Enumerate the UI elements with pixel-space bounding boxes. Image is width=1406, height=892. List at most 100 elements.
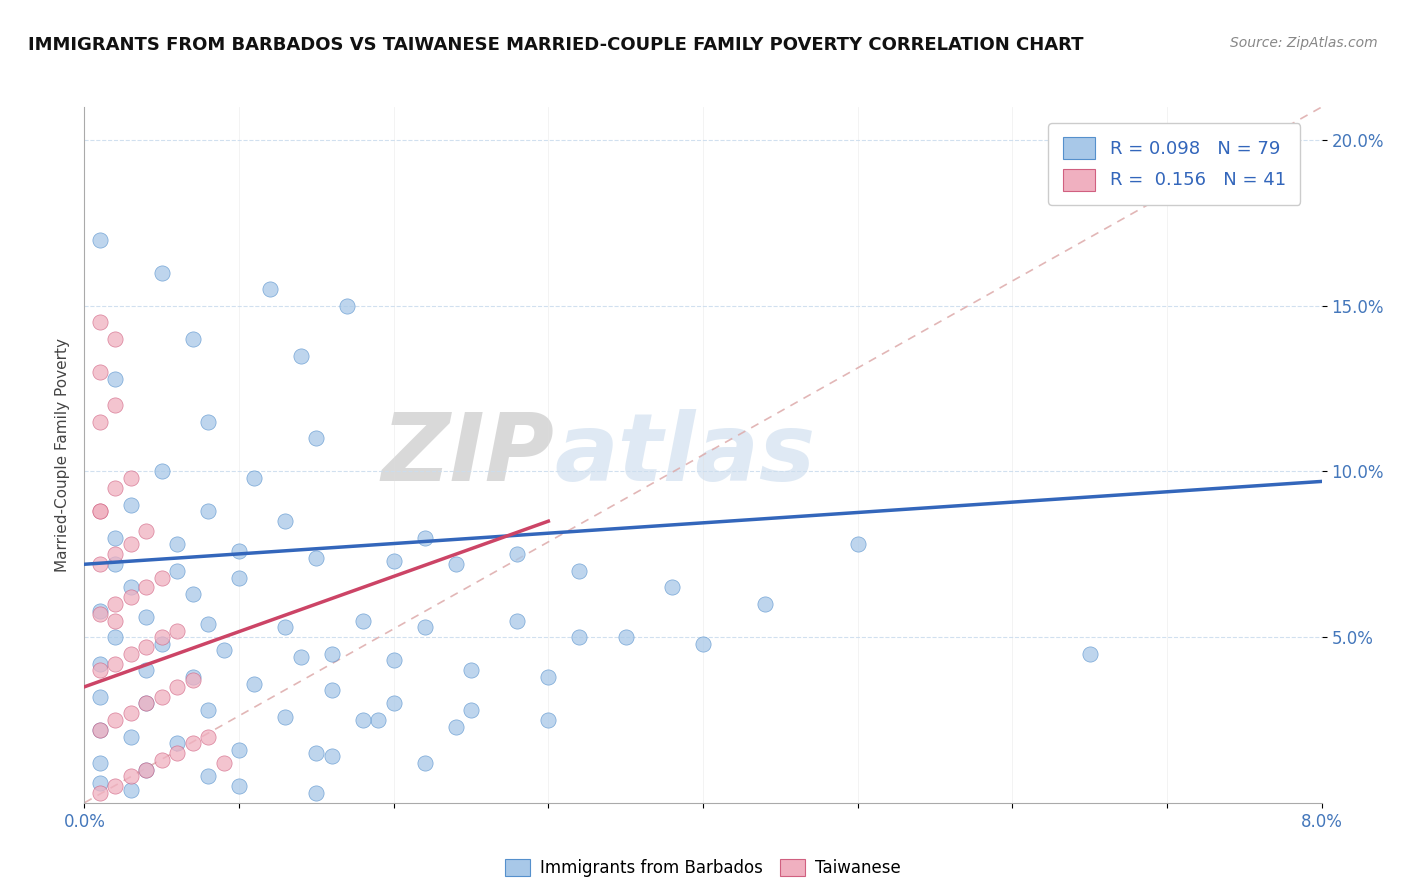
Point — [413, 756, 436, 770]
Point — [89, 365, 111, 379]
Point — [692, 637, 714, 651]
Point — [104, 614, 127, 628]
Point — [150, 570, 173, 584]
Point — [506, 614, 529, 628]
Point — [104, 713, 127, 727]
Point — [89, 558, 111, 572]
Point — [120, 647, 142, 661]
Point — [290, 650, 312, 665]
Point — [181, 670, 204, 684]
Point — [305, 550, 328, 565]
Point — [89, 607, 111, 621]
Point — [135, 763, 157, 777]
Point — [197, 730, 219, 744]
Text: Source: ZipAtlas.com: Source: ZipAtlas.com — [1230, 36, 1378, 50]
Point — [166, 680, 188, 694]
Point — [305, 786, 328, 800]
Point — [321, 749, 343, 764]
Point — [460, 703, 482, 717]
Point — [120, 581, 142, 595]
Point — [444, 720, 467, 734]
Point — [228, 570, 250, 584]
Point — [89, 504, 111, 518]
Point — [89, 604, 111, 618]
Point — [104, 398, 127, 412]
Point — [104, 332, 127, 346]
Point — [89, 786, 111, 800]
Point — [104, 558, 127, 572]
Point — [104, 372, 127, 386]
Point — [166, 746, 188, 760]
Point — [181, 332, 204, 346]
Point — [537, 713, 560, 727]
Point — [352, 713, 374, 727]
Point — [352, 614, 374, 628]
Point — [166, 624, 188, 638]
Point — [274, 514, 297, 528]
Point — [166, 564, 188, 578]
Point — [506, 547, 529, 561]
Point — [367, 713, 389, 727]
Point — [321, 683, 343, 698]
Point — [135, 663, 157, 677]
Point — [166, 736, 188, 750]
Point — [135, 697, 157, 711]
Point — [150, 630, 173, 644]
Y-axis label: Married-Couple Family Poverty: Married-Couple Family Poverty — [55, 338, 70, 572]
Point — [104, 531, 127, 545]
Point — [1078, 647, 1101, 661]
Point — [135, 524, 157, 538]
Point — [321, 647, 343, 661]
Point — [661, 581, 683, 595]
Point — [120, 471, 142, 485]
Point — [89, 690, 111, 704]
Point — [89, 723, 111, 737]
Point — [89, 776, 111, 790]
Point — [382, 554, 405, 568]
Point — [120, 537, 142, 551]
Point — [413, 531, 436, 545]
Point — [89, 233, 111, 247]
Point — [537, 670, 560, 684]
Point — [135, 610, 157, 624]
Text: ZIP: ZIP — [381, 409, 554, 501]
Point — [212, 643, 235, 657]
Point — [120, 769, 142, 783]
Point — [212, 756, 235, 770]
Point — [754, 597, 776, 611]
Point — [135, 581, 157, 595]
Point — [444, 558, 467, 572]
Point — [135, 640, 157, 654]
Point — [104, 779, 127, 793]
Point — [89, 315, 111, 329]
Point — [181, 673, 204, 688]
Point — [166, 537, 188, 551]
Point — [197, 504, 219, 518]
Text: IMMIGRANTS FROM BARBADOS VS TAIWANESE MARRIED-COUPLE FAMILY POVERTY CORRELATION : IMMIGRANTS FROM BARBADOS VS TAIWANESE MA… — [28, 36, 1084, 54]
Point — [150, 690, 173, 704]
Point — [104, 481, 127, 495]
Point — [197, 415, 219, 429]
Point — [197, 703, 219, 717]
Point — [104, 597, 127, 611]
Point — [120, 591, 142, 605]
Point — [305, 431, 328, 445]
Point — [197, 769, 219, 783]
Point — [89, 504, 111, 518]
Point — [846, 537, 869, 551]
Point — [104, 630, 127, 644]
Point — [568, 630, 591, 644]
Point — [89, 657, 111, 671]
Point — [181, 736, 204, 750]
Point — [120, 782, 142, 797]
Point — [305, 746, 328, 760]
Point — [228, 743, 250, 757]
Point — [614, 630, 637, 644]
Legend: R = 0.098   N = 79, R =  0.156   N = 41: R = 0.098 N = 79, R = 0.156 N = 41 — [1049, 123, 1301, 205]
Point — [150, 637, 173, 651]
Point — [89, 415, 111, 429]
Point — [259, 282, 281, 296]
Point — [274, 620, 297, 634]
Point — [89, 663, 111, 677]
Point — [104, 547, 127, 561]
